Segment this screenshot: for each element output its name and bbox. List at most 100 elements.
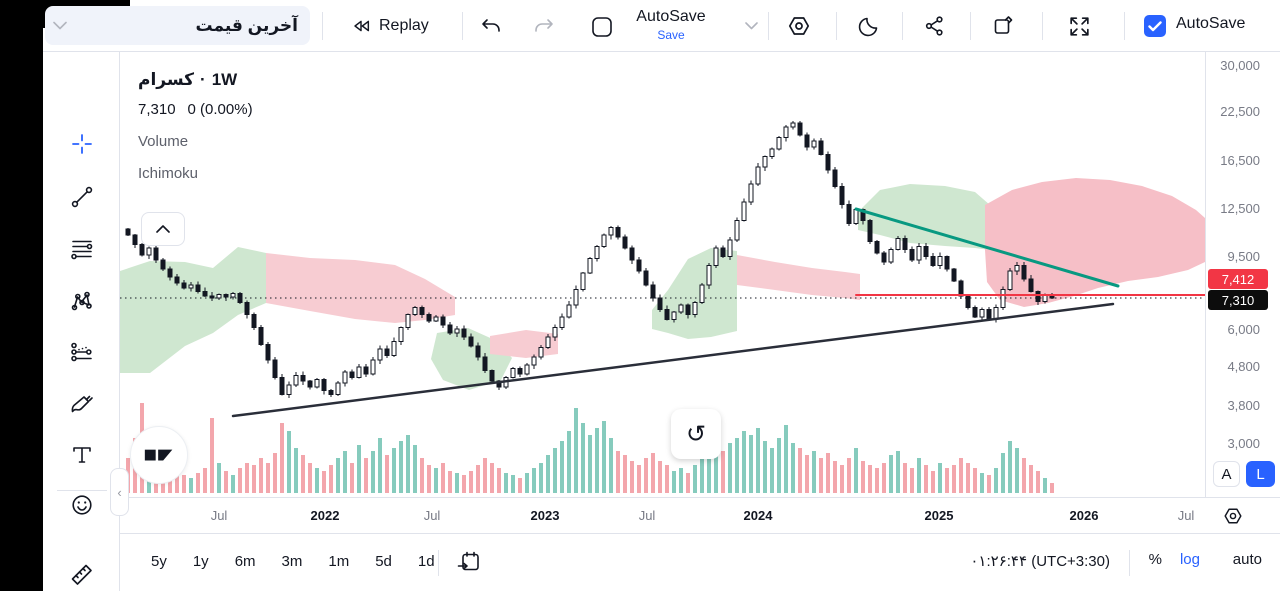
session-clock[interactable]: ۰۱:۲۶:۴۴ (UTC+3:30)	[970, 553, 1110, 570]
ascending-support-line[interactable]	[231, 302, 1115, 418]
price-tick-label: 9,500	[1227, 249, 1260, 264]
time-tick-label: 2026	[1069, 508, 1099, 523]
ruler-tool-icon[interactable]	[69, 562, 95, 588]
last-price-chip-label: آخرین قیمت	[195, 15, 298, 35]
ichimoku-cloud	[120, 178, 1205, 390]
range-button-1d[interactable]: 1d	[417, 553, 435, 570]
autosave-menu[interactable]: AutoSave Save	[628, 7, 714, 43]
undo-button[interactable]	[478, 13, 504, 39]
divider	[1042, 12, 1043, 40]
bottom-toolbar: 5y 1y 6m 3m 1m 5d 1d ۰۱:۲۶:۴۴ (UTC+3:30) % log…	[120, 533, 1280, 591]
chart-canvas[interactable]	[120, 52, 1205, 497]
price-axis[interactable]: 7,412 7,310 A L 30,000 22,500 16,500 12,500…	[1205, 52, 1280, 497]
screen-edge-mask	[0, 0, 43, 591]
range-button-5y[interactable]: 5y	[151, 553, 167, 570]
save-label[interactable]: Save	[657, 28, 685, 42]
undo-icon	[482, 19, 500, 32]
projection-tool-icon[interactable]	[69, 339, 95, 365]
autosave-checkbox[interactable]	[1144, 15, 1166, 37]
xabcd-pattern-tool-icon[interactable]	[69, 289, 95, 315]
fullscreen-button[interactable]	[1066, 13, 1092, 39]
time-tick-label: Jul	[638, 508, 656, 523]
rewind-icon	[354, 20, 370, 32]
range-button-5d[interactable]: 5d	[375, 553, 392, 570]
timeframe-label: 1W	[211, 69, 238, 89]
chevron-down-icon	[744, 22, 758, 30]
range-button-3m[interactable]: 3m	[281, 553, 303, 570]
price-tick-label: 3,800	[1227, 398, 1260, 413]
indicator-volume-label[interactable]: Volume	[138, 133, 189, 150]
brush-tool-icon[interactable]	[69, 392, 95, 418]
log-scale-button[interactable]: L	[1246, 461, 1275, 487]
notepad-icon	[994, 16, 1013, 34]
divider	[1129, 550, 1130, 576]
divider	[322, 12, 323, 40]
trendline-tool-icon[interactable]	[69, 184, 95, 210]
share-button[interactable]	[922, 13, 948, 39]
tradingview-logo[interactable]	[130, 426, 188, 484]
price-tick-label: 30,000	[1220, 58, 1260, 73]
check-icon	[1148, 20, 1162, 31]
range-button-1y[interactable]: 1y	[192, 553, 209, 570]
refresh-button[interactable]: ↺	[671, 409, 721, 459]
price-tick-label: 16,500	[1220, 153, 1260, 168]
indicator-ichimoku-label[interactable]: Ichimoku	[138, 165, 199, 182]
replay-label: Replay	[379, 17, 429, 34]
auto-scale-toggle[interactable]: auto	[1232, 551, 1262, 568]
top-toolbar: آخرین قیمت Replay AutoSave S	[0, 0, 1280, 52]
range-button-6m[interactable]: 6m	[234, 553, 256, 570]
divider	[438, 550, 439, 576]
text-tool-icon[interactable]	[69, 442, 95, 468]
last-price-badge: 7,310	[1208, 290, 1268, 310]
chevron-down-icon	[53, 21, 67, 30]
divider	[768, 12, 769, 40]
divider	[462, 12, 463, 40]
symbol-name: کسرام	[138, 69, 195, 89]
crosshair-tool-icon[interactable]	[69, 131, 95, 157]
chevron-left-icon: ‹	[117, 484, 122, 500]
settings-button[interactable]	[786, 13, 812, 39]
descending-resistance-line[interactable]	[854, 207, 1120, 288]
last-price-chip[interactable]: آخرین قیمت	[45, 6, 310, 45]
time-tick-label: 2022	[310, 508, 340, 523]
time-tick-label: 2023	[530, 508, 560, 523]
time-axis[interactable]: Jul 2022 Jul 2023 Jul 2024 2025 2026 Jul	[120, 497, 1280, 533]
legend-separator: ·	[200, 69, 206, 89]
tradingview-logo-glyph	[144, 449, 173, 460]
autosave-checkbox-label: AutoSave	[1176, 15, 1246, 32]
toolbar-collapse-button[interactable]: ‹	[110, 468, 129, 516]
go-to-date-button[interactable]	[454, 547, 484, 577]
divider	[970, 12, 971, 40]
dark-mode-button[interactable]	[856, 13, 882, 39]
legend-collapse-button[interactable]	[141, 212, 185, 246]
redo-button[interactable]	[531, 13, 557, 39]
chart-legend: کسرام · 1W 7,310 0 (0.00%) Volume Ichimo…	[138, 66, 253, 182]
share-icon	[925, 16, 943, 36]
volume-bars	[126, 403, 1054, 493]
log-scale-toggle[interactable]: log	[1179, 551, 1200, 568]
last-price-value: 7,310	[138, 101, 176, 118]
fullscreen-icon	[1069, 16, 1089, 36]
save-checkbox[interactable]	[589, 14, 615, 40]
range-button-1m[interactable]: 1m	[328, 553, 350, 570]
auto-scale-button[interactable]: A	[1213, 461, 1240, 487]
redo-icon	[535, 19, 553, 32]
symbol-title[interactable]: کسرام · 1W	[138, 66, 253, 92]
fib-retracement-tool-icon[interactable]	[69, 236, 95, 262]
candles	[125, 120, 1055, 398]
time-tick-label: Jul	[210, 508, 228, 523]
divider	[902, 12, 903, 40]
time-tick-label: Jul	[423, 508, 441, 523]
notes-button[interactable]	[990, 13, 1016, 39]
chevron-up-icon	[156, 225, 170, 233]
autosave-label: AutoSave	[636, 8, 706, 25]
divider	[836, 12, 837, 40]
price-change-value: 0 (0.00%)	[187, 101, 253, 118]
replay-button[interactable]: Replay	[350, 12, 429, 40]
percent-scale-button[interactable]: %	[1148, 551, 1162, 568]
time-axis-settings-gear-icon[interactable]	[1220, 503, 1246, 529]
autosave-dropdown-chevron[interactable]	[738, 20, 764, 32]
time-tick-label: 2025	[924, 508, 954, 523]
emoji-tool-icon[interactable]	[69, 492, 95, 518]
